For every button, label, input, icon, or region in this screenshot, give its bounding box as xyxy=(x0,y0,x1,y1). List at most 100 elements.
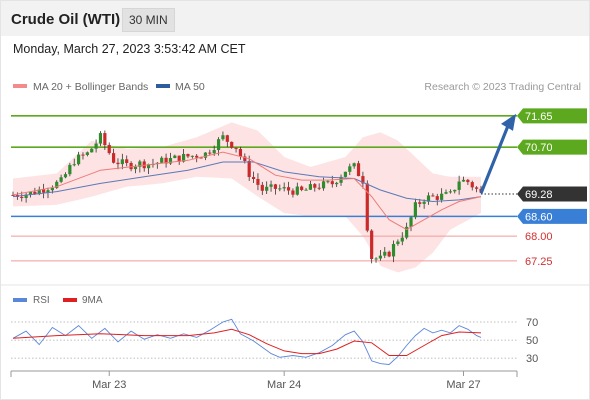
candle-body xyxy=(103,133,107,145)
candle-body xyxy=(440,193,444,200)
candle-body xyxy=(181,153,186,162)
candle-body xyxy=(111,153,116,163)
candle-body xyxy=(352,163,356,167)
bollinger-band xyxy=(13,122,481,273)
candle-body xyxy=(457,181,461,190)
candle-body xyxy=(125,159,129,163)
candle-body xyxy=(164,157,168,164)
candle-body xyxy=(422,201,426,204)
candle-body xyxy=(90,148,94,153)
candle-body xyxy=(269,184,273,187)
candle-body xyxy=(256,179,260,185)
candle-body xyxy=(203,152,208,158)
candle-body xyxy=(348,166,352,172)
level-label-67.25: 67.25 xyxy=(525,256,553,268)
candle-body xyxy=(20,196,24,199)
candle-body xyxy=(475,187,479,189)
candle-body xyxy=(426,195,431,202)
candle-body xyxy=(378,255,383,259)
candle-body xyxy=(260,184,264,191)
candle-body xyxy=(168,158,173,164)
candle-body xyxy=(195,155,199,158)
candle-body xyxy=(295,186,299,195)
candle-body xyxy=(234,147,238,149)
candle-body xyxy=(42,189,46,193)
candle-body xyxy=(335,182,339,185)
candle-body xyxy=(77,154,81,165)
ma50-line xyxy=(12,161,482,203)
candle-body xyxy=(186,153,190,157)
candle-body xyxy=(435,196,439,200)
candle-body xyxy=(313,184,317,188)
rsi-tick-50: 50 xyxy=(526,335,538,347)
candle-body xyxy=(330,181,334,185)
interval-button[interactable]: 30 MIN xyxy=(122,8,175,32)
candle-body xyxy=(409,217,413,227)
rsi-tick-70: 70 xyxy=(526,317,538,329)
candle-body xyxy=(68,164,72,175)
level-label-70.70: 70.70 xyxy=(525,142,553,154)
candle-body xyxy=(453,189,457,192)
candle-body xyxy=(448,191,452,193)
candle-body xyxy=(444,192,448,194)
candle-body xyxy=(59,177,63,182)
level-tag-68.60 xyxy=(517,208,587,224)
level-tag-70.70 xyxy=(517,139,587,155)
candle-body xyxy=(308,184,313,190)
candle-body xyxy=(286,187,291,191)
candle-body xyxy=(383,251,387,256)
candle-body xyxy=(291,190,295,195)
candle-body xyxy=(173,155,177,159)
candle-body xyxy=(466,179,470,183)
candle-body xyxy=(365,183,369,231)
credit-text: Research © 2023 Trading Central xyxy=(424,81,581,93)
ma20-line xyxy=(12,151,482,231)
candle-body xyxy=(413,202,417,218)
x-axis: Mar 23 Mar 24 Mar 27 xyxy=(10,370,518,391)
legend-9ma-label: 9MA xyxy=(82,295,103,306)
candle-body xyxy=(374,258,378,260)
candle-body xyxy=(461,179,466,182)
candle-body xyxy=(470,182,474,188)
candle-body xyxy=(343,171,348,177)
candle-body xyxy=(396,241,400,244)
legend-ma50-label: MA 50 xyxy=(175,81,205,93)
candle-body xyxy=(24,194,28,199)
candle-body xyxy=(81,154,85,156)
candle-body xyxy=(33,191,37,195)
candle-body xyxy=(221,135,225,140)
candle-body xyxy=(94,143,98,149)
level-label-68.00: 68.00 xyxy=(525,231,553,243)
instrument-title: Crude Oil (WTI) xyxy=(11,11,121,28)
candle-body xyxy=(107,144,111,154)
candle-body xyxy=(177,155,181,162)
candle-body xyxy=(129,162,133,170)
candle-body xyxy=(55,181,59,188)
candle-body xyxy=(116,162,120,165)
rsi-tick-30: 30 xyxy=(526,353,538,365)
candle-body xyxy=(225,135,229,142)
current-price-label: 69.28 xyxy=(525,189,553,201)
candle-body xyxy=(273,184,278,189)
candle-body xyxy=(278,188,282,190)
candle-body xyxy=(431,195,435,197)
current-price-tag xyxy=(517,186,587,202)
candle-body xyxy=(356,163,361,177)
candle-body xyxy=(361,176,365,184)
candle-body xyxy=(238,148,243,157)
candle-body xyxy=(146,164,151,169)
legend-swatch-9ma xyxy=(63,298,77,302)
level-tag-71.65 xyxy=(517,108,587,124)
legend-swatch-ma50 xyxy=(156,84,170,88)
candle-body xyxy=(46,190,50,193)
candle-body xyxy=(216,139,221,151)
candle-body xyxy=(230,141,234,148)
candle-body xyxy=(418,202,422,204)
candle-body xyxy=(405,226,409,238)
candle-body xyxy=(37,189,41,195)
candle-body xyxy=(212,150,216,154)
candle-body xyxy=(370,230,374,260)
candle-body xyxy=(133,166,138,170)
